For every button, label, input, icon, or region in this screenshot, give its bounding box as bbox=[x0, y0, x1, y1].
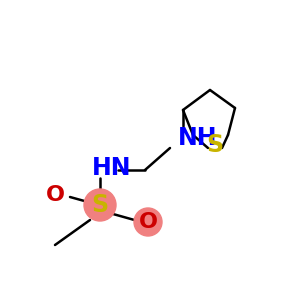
Circle shape bbox=[84, 189, 116, 221]
Text: O: O bbox=[139, 212, 158, 232]
Text: S: S bbox=[92, 193, 109, 217]
Text: HN: HN bbox=[92, 156, 131, 180]
Text: O: O bbox=[46, 185, 64, 205]
Text: NH: NH bbox=[178, 126, 217, 150]
Text: S: S bbox=[206, 133, 224, 157]
Circle shape bbox=[134, 208, 162, 236]
